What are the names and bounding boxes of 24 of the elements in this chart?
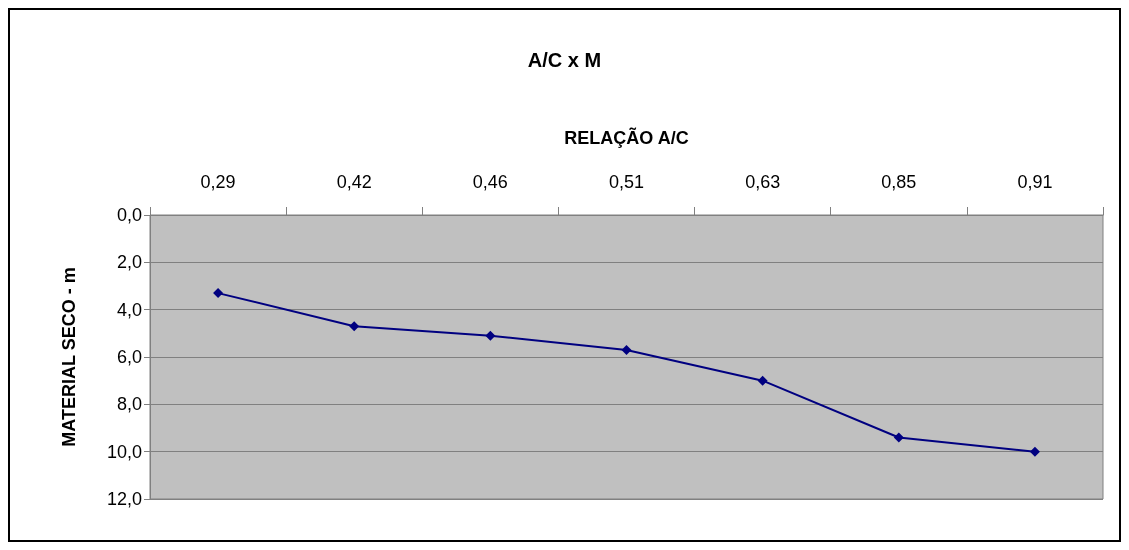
- point: [893, 432, 904, 443]
- point: [349, 321, 360, 332]
- x-axis-title: RELAÇÃO A/C: [564, 127, 689, 148]
- y-tick-label: 8,0: [116, 394, 142, 415]
- chart-title: A/C x M: [527, 49, 602, 71]
- y-tick-label: 10,0: [106, 441, 142, 462]
- point: [757, 375, 768, 386]
- point: [1029, 446, 1040, 457]
- x-tick-label: 0,46: [472, 172, 508, 192]
- point: [485, 330, 496, 341]
- y-tick-label: 6,0: [116, 347, 142, 367]
- x-tick-label: 0,63: [745, 172, 781, 192]
- x-tick-label: 0,29: [200, 172, 236, 192]
- x-tick-label: 0,42: [336, 172, 372, 192]
- y-tick-label: 12,0: [106, 489, 142, 509]
- x-tick-label: 0,51: [608, 172, 645, 192]
- y-tick-label: 2,0: [116, 252, 142, 273]
- y-axis-title: MATERIAL SECO - m: [59, 267, 79, 447]
- x-tick-label: 0,91: [1017, 172, 1053, 192]
- y-tick-label: 4,0: [116, 299, 142, 320]
- y-tick-label: 0,0: [116, 205, 142, 225]
- point: [621, 344, 632, 355]
- point: [213, 288, 224, 299]
- x-tick-label: 0,85: [881, 172, 917, 192]
